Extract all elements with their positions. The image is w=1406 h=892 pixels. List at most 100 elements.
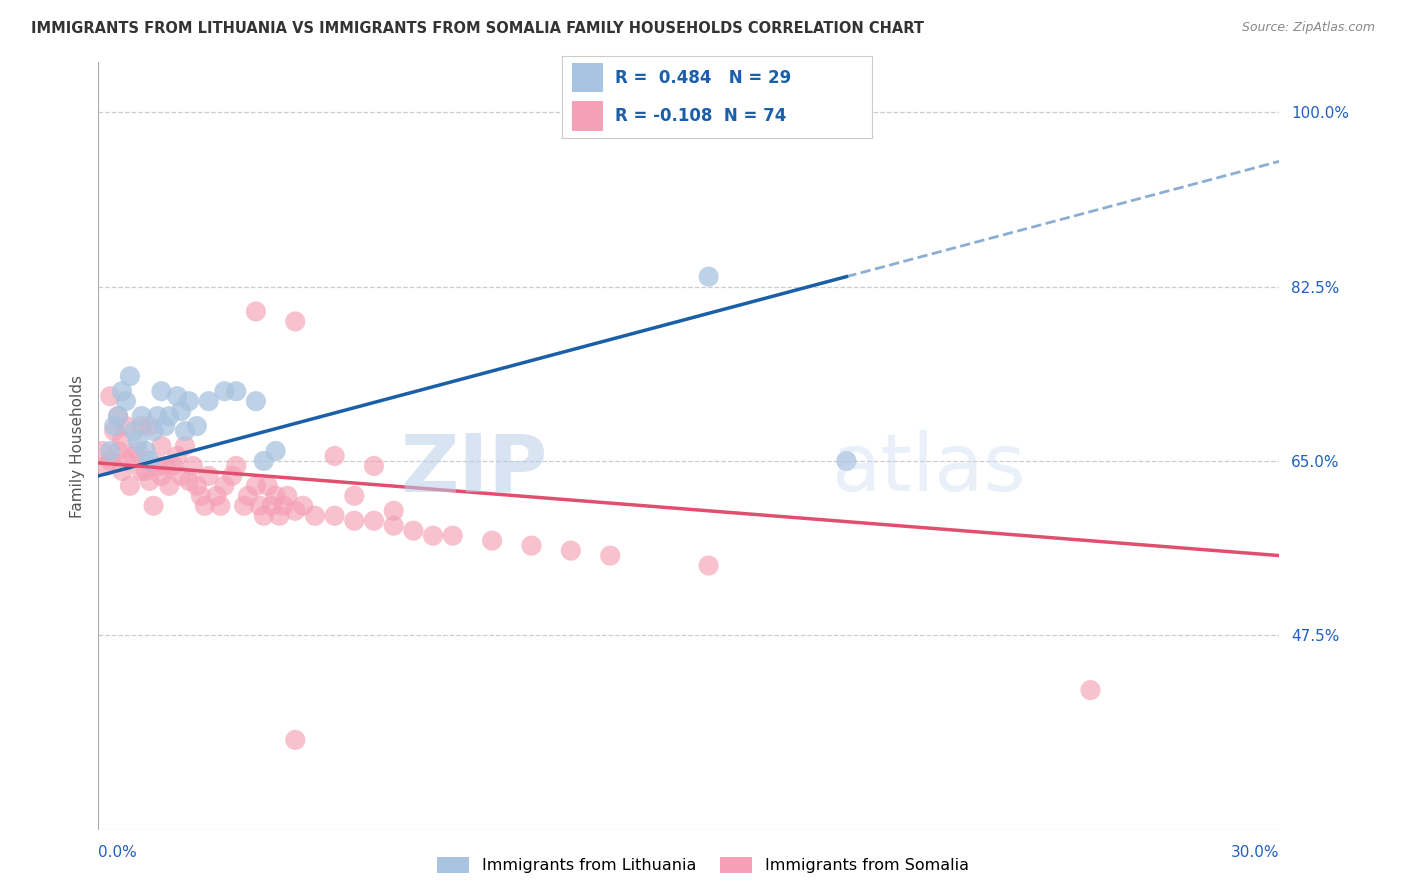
Point	[122, 449, 145, 463]
Point	[343, 514, 366, 528]
Point	[107, 409, 129, 423]
Point	[91, 444, 114, 458]
Point	[170, 469, 193, 483]
Point	[103, 424, 125, 438]
Point	[194, 499, 217, 513]
Point	[111, 464, 134, 478]
Legend: Immigrants from Lithuania, Immigrants from Somalia: Immigrants from Lithuania, Immigrants fr…	[430, 850, 976, 880]
Point	[186, 479, 208, 493]
Point	[197, 394, 219, 409]
Point	[323, 449, 346, 463]
Point	[256, 479, 278, 493]
Point	[96, 458, 118, 473]
Text: R = -0.108  N = 74: R = -0.108 N = 74	[614, 107, 786, 125]
Y-axis label: Family Households: Family Households	[69, 375, 84, 517]
Point	[249, 499, 271, 513]
Text: ZIP: ZIP	[399, 430, 547, 508]
Point	[150, 384, 173, 399]
Point	[174, 439, 197, 453]
Text: atlas: atlas	[831, 430, 1025, 508]
Point	[115, 394, 138, 409]
Point	[253, 508, 276, 523]
Point	[264, 444, 287, 458]
Point	[422, 529, 444, 543]
Point	[127, 434, 149, 448]
Point	[190, 489, 212, 503]
Point	[166, 389, 188, 403]
Point	[122, 424, 145, 438]
Text: 30.0%: 30.0%	[1232, 845, 1279, 860]
Point	[197, 469, 219, 483]
Point	[304, 508, 326, 523]
Point	[697, 269, 720, 284]
Point	[107, 409, 129, 423]
Point	[157, 409, 180, 423]
Point	[138, 474, 160, 488]
Point	[146, 458, 169, 473]
Point	[225, 384, 247, 399]
Point	[260, 499, 283, 513]
Point	[131, 419, 153, 434]
Point	[155, 458, 177, 473]
Point	[835, 454, 858, 468]
Point	[162, 458, 184, 473]
Point	[107, 444, 129, 458]
Point	[253, 454, 276, 468]
Point	[135, 444, 157, 458]
Point	[441, 529, 464, 543]
Bar	[572, 102, 603, 131]
Point	[166, 449, 188, 463]
Point	[150, 469, 173, 483]
Point	[264, 489, 287, 503]
Point	[214, 384, 236, 399]
Point	[138, 454, 160, 468]
Point	[142, 499, 165, 513]
Point	[402, 524, 425, 538]
Point	[186, 419, 208, 434]
Point	[98, 389, 121, 403]
Point	[273, 499, 295, 513]
Point	[209, 499, 232, 513]
Point	[245, 479, 267, 493]
Point	[599, 549, 621, 563]
Point	[146, 409, 169, 423]
Point	[1080, 683, 1102, 698]
Point	[276, 489, 298, 503]
Point	[363, 514, 385, 528]
Point	[284, 314, 307, 328]
Point	[382, 518, 405, 533]
Point	[292, 499, 315, 513]
Point	[142, 424, 165, 438]
Point	[697, 558, 720, 573]
Point	[103, 419, 125, 434]
Point	[98, 454, 121, 468]
Point	[150, 439, 173, 453]
Point	[245, 394, 267, 409]
Point	[205, 489, 228, 503]
Point	[225, 458, 247, 473]
Point	[323, 508, 346, 523]
Point	[214, 479, 236, 493]
Text: IMMIGRANTS FROM LITHUANIA VS IMMIGRANTS FROM SOMALIA FAMILY HOUSEHOLDS CORRELATI: IMMIGRANTS FROM LITHUANIA VS IMMIGRANTS …	[31, 21, 924, 36]
Point	[221, 469, 243, 483]
Point	[177, 394, 200, 409]
Point	[98, 444, 121, 458]
Point	[382, 504, 405, 518]
Point	[127, 444, 149, 458]
Point	[131, 409, 153, 423]
Point	[118, 369, 141, 384]
Point	[284, 504, 307, 518]
Point	[157, 479, 180, 493]
Point	[170, 404, 193, 418]
Point	[520, 539, 543, 553]
Point	[245, 304, 267, 318]
Point	[269, 508, 291, 523]
Text: Source: ZipAtlas.com: Source: ZipAtlas.com	[1241, 21, 1375, 34]
Point	[174, 424, 197, 438]
Point	[131, 464, 153, 478]
Point	[135, 464, 157, 478]
Bar	[572, 62, 603, 92]
Point	[343, 489, 366, 503]
Text: R =  0.484   N = 29: R = 0.484 N = 29	[614, 69, 792, 87]
Point	[155, 419, 177, 434]
